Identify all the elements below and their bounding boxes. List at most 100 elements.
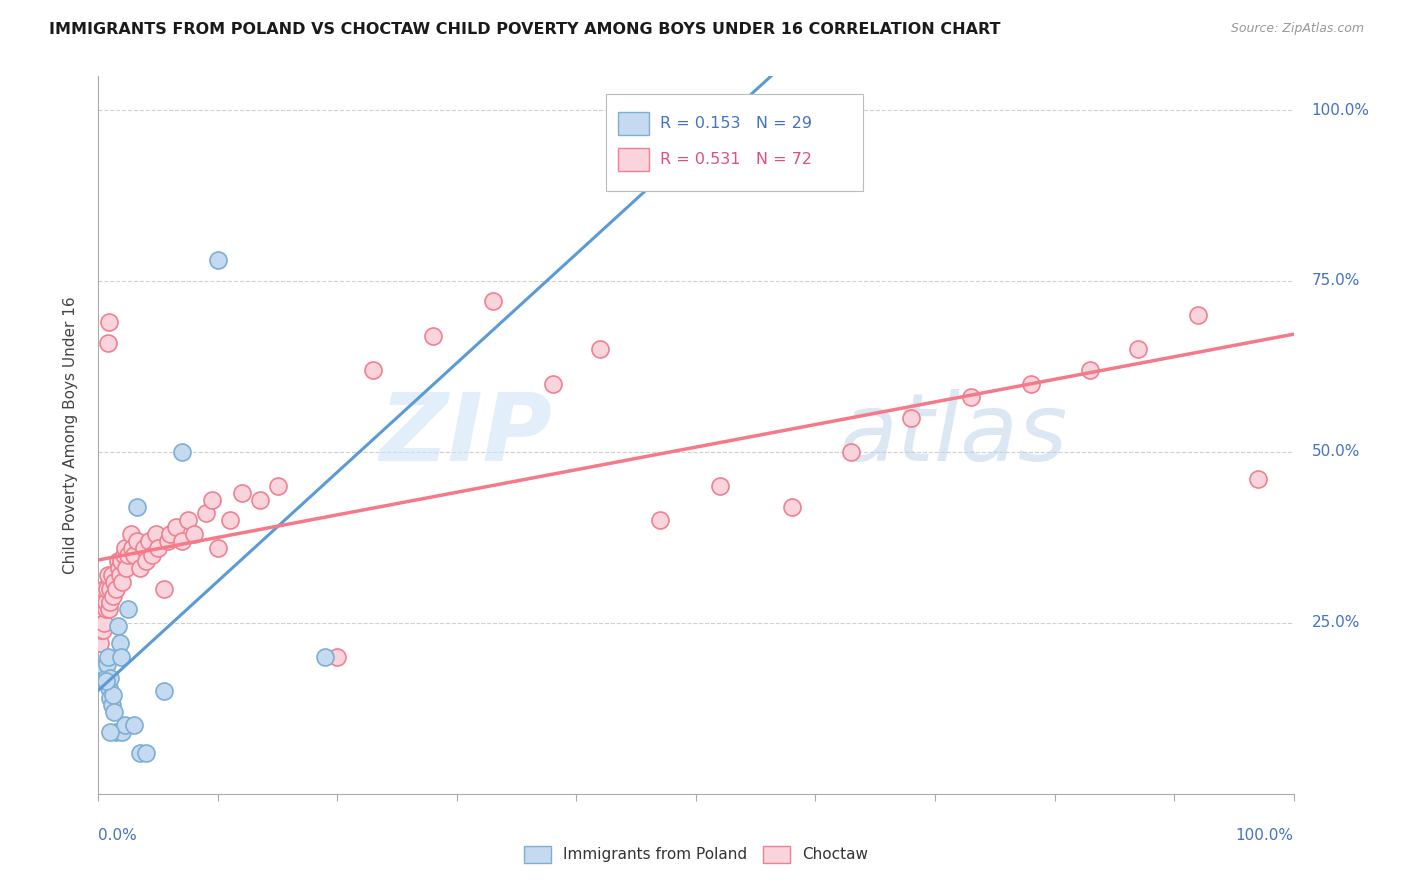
Text: 50.0%: 50.0%: [1312, 444, 1360, 459]
FancyBboxPatch shape: [619, 148, 650, 171]
Text: ZIP: ZIP: [380, 389, 553, 481]
Point: [110, 554, 132, 568]
Point: [482, 294, 505, 309]
Text: 0.0%: 0.0%: [98, 828, 138, 843]
Point: [129, 746, 152, 760]
Point: [1247, 472, 1270, 486]
Point: [135, 554, 157, 568]
Point: [107, 554, 129, 568]
Point: [132, 541, 155, 555]
Point: [1080, 363, 1102, 377]
Text: 25.0%: 25.0%: [1312, 615, 1360, 631]
Point: [93, 615, 115, 630]
Point: [960, 390, 983, 404]
Point: [111, 574, 134, 589]
Point: [1128, 343, 1150, 357]
Point: [100, 568, 122, 582]
Point: [589, 343, 612, 357]
Point: [103, 574, 125, 589]
Legend: Immigrants from Poland, Choctaw: Immigrants from Poland, Choctaw: [517, 840, 875, 869]
Point: [135, 746, 157, 760]
Y-axis label: Child Poverty Among Boys Under 16: Child Poverty Among Boys Under 16: [63, 296, 77, 574]
Point: [141, 548, 163, 562]
Point: [780, 500, 803, 514]
Point: [121, 541, 143, 555]
Point: [97, 335, 120, 350]
Point: [97, 568, 120, 582]
Point: [98, 582, 122, 596]
Point: [105, 582, 128, 596]
Text: 75.0%: 75.0%: [1312, 274, 1360, 288]
Point: [91, 602, 114, 616]
Point: [98, 602, 121, 616]
Point: [98, 681, 121, 695]
Point: [110, 650, 132, 665]
Point: [97, 677, 120, 691]
Point: [153, 582, 176, 596]
Point: [249, 492, 271, 507]
Point: [156, 533, 179, 548]
Point: [207, 253, 229, 268]
Point: [159, 527, 181, 541]
Point: [541, 376, 564, 391]
Point: [145, 527, 167, 541]
Text: IMMIGRANTS FROM POLAND VS CHOCTAW CHILD POVERTY AMONG BOYS UNDER 16 CORRELATION : IMMIGRANTS FROM POLAND VS CHOCTAW CHILD …: [49, 22, 1001, 37]
Point: [363, 363, 385, 377]
Point: [195, 507, 218, 521]
Point: [98, 595, 122, 609]
Text: 100.0%: 100.0%: [1312, 103, 1369, 118]
Point: [650, 513, 672, 527]
Point: [96, 657, 118, 671]
Point: [114, 541, 136, 555]
Point: [93, 582, 115, 596]
Point: [105, 725, 128, 739]
Point: [172, 445, 194, 459]
Point: [91, 623, 114, 637]
Point: [125, 500, 148, 514]
Point: [177, 513, 200, 527]
Point: [98, 691, 122, 706]
Point: [94, 595, 117, 609]
Text: Source: ZipAtlas.com: Source: ZipAtlas.com: [1230, 22, 1364, 36]
Point: [107, 619, 129, 633]
Point: [172, 533, 194, 548]
Point: [89, 636, 111, 650]
Point: [107, 561, 129, 575]
Point: [112, 548, 135, 562]
Point: [219, 513, 242, 527]
Point: [98, 671, 122, 685]
Point: [1019, 376, 1042, 391]
FancyBboxPatch shape: [619, 112, 650, 136]
Point: [101, 589, 124, 603]
Point: [267, 479, 290, 493]
Point: [91, 595, 114, 609]
Point: [94, 671, 117, 685]
Text: 100.0%: 100.0%: [1236, 828, 1294, 843]
Point: [91, 667, 114, 681]
Point: [108, 636, 131, 650]
Point: [94, 602, 117, 616]
Point: [90, 623, 112, 637]
Point: [326, 650, 349, 665]
Point: [124, 718, 146, 732]
Point: [1187, 308, 1209, 322]
Point: [91, 609, 114, 624]
Point: [207, 541, 229, 555]
Point: [108, 568, 131, 582]
Point: [114, 718, 136, 732]
Point: [101, 688, 124, 702]
Point: [96, 582, 118, 596]
Point: [709, 479, 731, 493]
Point: [117, 602, 139, 616]
Point: [117, 548, 139, 562]
Point: [111, 725, 134, 739]
Point: [129, 561, 152, 575]
Point: [422, 328, 444, 343]
Point: [841, 445, 863, 459]
Point: [93, 660, 115, 674]
Point: [183, 527, 205, 541]
Point: [148, 541, 170, 555]
Point: [98, 725, 122, 739]
Point: [315, 650, 337, 665]
Point: [125, 533, 148, 548]
